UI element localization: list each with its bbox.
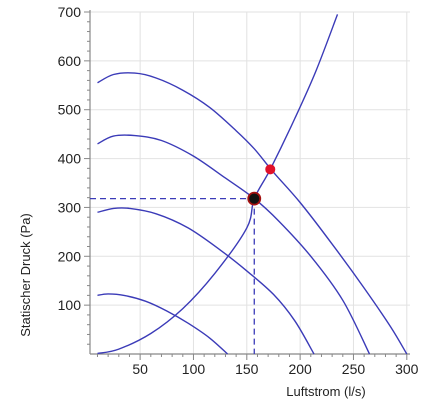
system-curve — [97, 14, 339, 355]
y-tick-label: 100 — [58, 297, 82, 313]
operating-point-guides — [90, 197, 255, 354]
fan-curve-4 — [97, 293, 229, 355]
x-tick-label: 300 — [395, 361, 419, 377]
grid — [90, 11, 410, 360]
y-tick-label: 600 — [58, 53, 82, 69]
alternate-point — [265, 164, 276, 175]
y-tick-label: 200 — [58, 248, 82, 264]
y-tick-label: 300 — [58, 199, 82, 215]
fan-curve-2 — [97, 134, 371, 355]
x-tick-label: 150 — [235, 361, 259, 377]
points — [247, 164, 276, 206]
curves — [97, 14, 408, 355]
x-tick-label: 200 — [288, 361, 312, 377]
fan-curve-3 — [97, 207, 315, 355]
axes — [84, 10, 410, 360]
fan-curve-1 — [97, 72, 408, 355]
y-tick-labels: 100 200 300 400 500 600 700 — [58, 4, 82, 313]
x-tick-label: 250 — [342, 361, 366, 377]
x-tick-label: 100 — [182, 361, 206, 377]
operating-point — [247, 191, 262, 206]
x-axis-title: Luftstrom (l/s) — [286, 384, 365, 399]
x-tick-labels: 50 100 150 200 250 300 — [132, 361, 418, 377]
y-tick-label: 700 — [58, 4, 82, 20]
y-tick-label: 500 — [58, 102, 82, 118]
x-tick-label: 50 — [132, 361, 148, 377]
y-tick-label: 400 — [58, 151, 82, 167]
y-axis-title: Statischer Druck (Pa) — [18, 213, 33, 337]
